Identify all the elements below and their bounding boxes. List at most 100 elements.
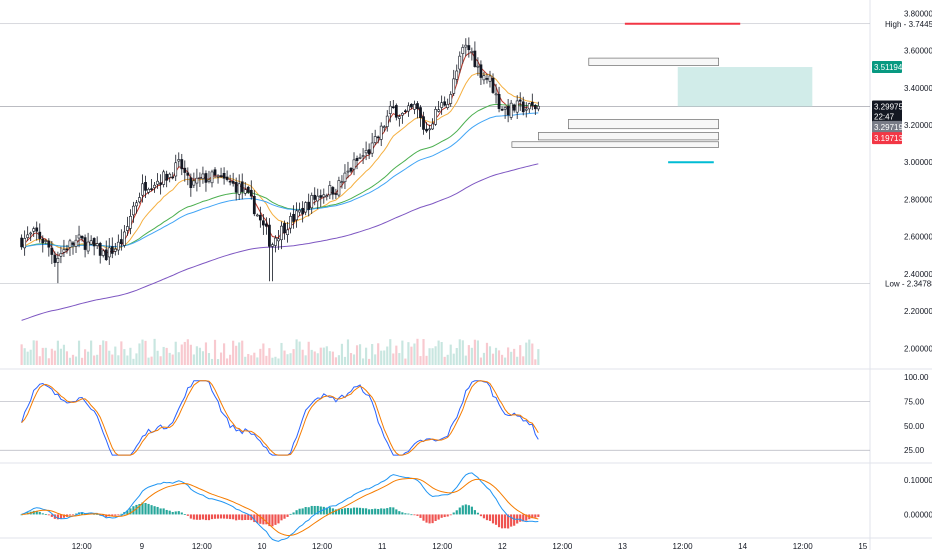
macd-histogram-bar (102, 514, 105, 516)
candle-body (419, 107, 422, 118)
candle-body (59, 253, 63, 257)
macd-histogram-bar (310, 505, 313, 515)
candle-body (132, 205, 135, 216)
volume-bar (383, 350, 386, 365)
volume-bar (407, 342, 410, 365)
macd-histogram-bar (59, 514, 62, 519)
volume-bar (268, 348, 271, 365)
candle-body (413, 103, 416, 110)
ema-fast-line (21, 51, 539, 256)
candle-body (20, 237, 24, 248)
macd-histogram-bar (470, 506, 473, 515)
candle-body (204, 173, 208, 183)
candle-body (135, 202, 138, 207)
macd-histogram-bar (431, 514, 434, 524)
candle-body (165, 173, 169, 181)
ema-long-line (21, 112, 539, 248)
candle-body (147, 188, 150, 193)
macd-histogram-bar (210, 514, 214, 520)
volume-bar (117, 355, 120, 365)
volume-bar (479, 357, 483, 365)
volume-bar (20, 344, 23, 365)
volume-bar (47, 358, 50, 365)
macd-histogram-bar (298, 508, 301, 515)
volume-bar (467, 345, 470, 365)
candle-body (361, 155, 365, 157)
volume-bar (44, 347, 47, 365)
volume-bar (319, 347, 322, 365)
volume-bar (50, 348, 53, 365)
volume-bar (250, 355, 253, 365)
candle-body (159, 182, 163, 185)
volume-bar (440, 342, 443, 365)
candle-body (113, 248, 117, 252)
candle-body (255, 214, 259, 217)
price-tick-label: 3.40000 (904, 84, 932, 93)
time-tick-label: 13 (618, 542, 627, 550)
macd-histogram-bar (437, 514, 440, 520)
candle-body (470, 50, 474, 53)
candle-body (186, 172, 190, 176)
candle-body (515, 100, 519, 113)
volume-bar (26, 351, 29, 365)
macd-histogram-bar (32, 510, 35, 515)
macd-pane (20, 472, 540, 542)
macd-histogram-bar (96, 514, 99, 515)
candle-body (440, 102, 444, 108)
candle-body (533, 104, 537, 110)
volume-bar (368, 358, 371, 365)
volume-bar (292, 349, 295, 365)
macd-line (21, 472, 539, 542)
volume-bar (144, 340, 147, 365)
ema-mid-line (21, 72, 539, 250)
candle-body (428, 128, 431, 131)
macd-histogram-bar (410, 514, 413, 516)
candle-body (506, 105, 510, 116)
macd-histogram-bar (374, 508, 377, 515)
candle-body (231, 181, 235, 184)
candle-body (301, 207, 305, 215)
volume-bar (80, 357, 84, 365)
macd-histogram-bar (117, 514, 120, 516)
level-box (511, 141, 719, 148)
candle-body (80, 235, 84, 239)
candle-body (174, 162, 178, 177)
volume-bar (380, 350, 383, 365)
macd-histogram-bar (473, 510, 476, 515)
volume-bar (476, 340, 479, 365)
candle-body (464, 44, 468, 48)
volume-bar (171, 354, 174, 365)
candle-body (488, 75, 492, 82)
volume-bar (497, 350, 501, 365)
volume-bar (29, 349, 32, 365)
macd-histogram-bar (464, 504, 467, 515)
volume-bar (192, 354, 195, 365)
macd-histogram-bar (313, 505, 316, 515)
macd-histogram-bar (153, 506, 156, 515)
volume-bar (62, 344, 66, 365)
volume-bar (213, 339, 217, 365)
macd-histogram-bar (501, 514, 504, 529)
signal-line (21, 477, 539, 537)
volume-bar (195, 346, 198, 365)
volume-bar (416, 338, 419, 365)
candle-body (425, 128, 428, 132)
macd-histogram-bar (295, 510, 298, 515)
volume-bar (522, 356, 525, 365)
candle-body (210, 171, 214, 184)
volume-bar (120, 341, 123, 365)
macd-histogram-bar (389, 507, 392, 515)
candle-body (277, 238, 280, 242)
time-tick-label: 10 (258, 542, 267, 550)
volume-bars (20, 338, 540, 365)
level-box (568, 119, 719, 130)
candle-body (183, 167, 187, 173)
price-tag-label: 3.29975 (874, 102, 903, 111)
macd-histogram-bar (494, 514, 498, 525)
price-tag-bg (872, 100, 902, 113)
volume-bar (90, 340, 93, 365)
volume-bar (207, 353, 211, 365)
macd-histogram-bar (325, 507, 328, 515)
price-tick-label: 2.20000 (904, 307, 932, 316)
